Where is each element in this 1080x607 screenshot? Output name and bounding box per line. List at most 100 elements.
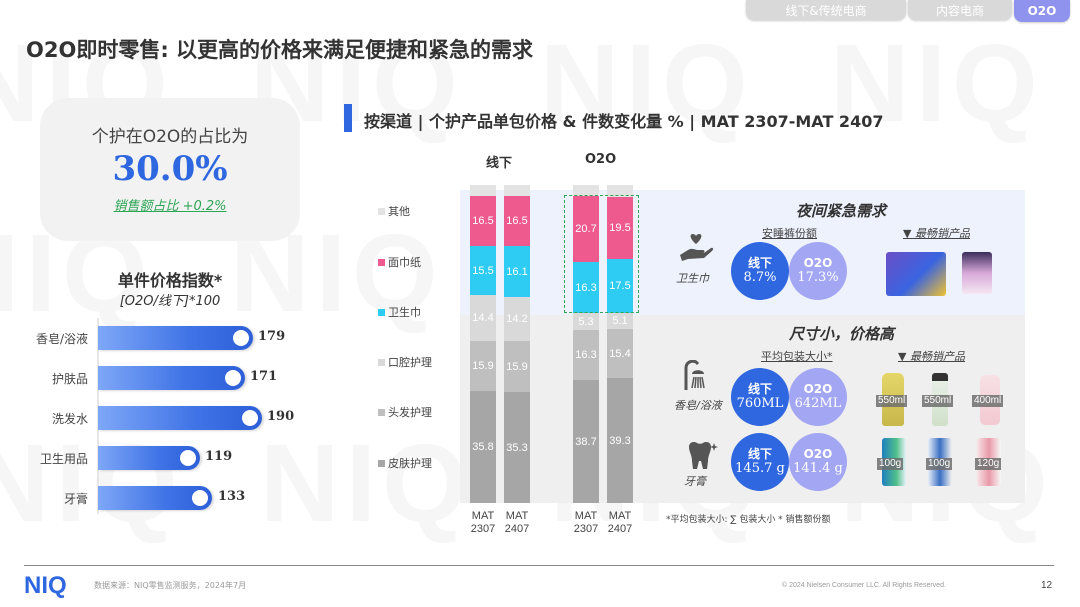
night-best-seller-label: ▼ 最畅销产品 [903, 227, 970, 240]
channel-tabs: 线下&传统电商 内容电商 O2O [746, 0, 1070, 22]
price-index-value: 190 [267, 409, 295, 424]
seg-other [573, 185, 599, 196]
x-axis-label: MAT 2407 [504, 510, 530, 535]
size-tag: 120g [975, 458, 1002, 470]
price-index-row: 牙膏 133 [0, 486, 320, 510]
category-label-sanitary-pad: 卫生巾 [676, 272, 709, 285]
product-image-night-pants-2 [962, 252, 992, 294]
footer-divider [24, 565, 1054, 566]
size-tag: 550ml [876, 395, 908, 407]
shower-icon [684, 360, 705, 390]
price-index-label: 牙膏 [63, 492, 88, 506]
price-index-row: 卫生用品 119 [0, 446, 320, 470]
x-axis-label: MAT 2307 [470, 510, 496, 535]
section-title: 按渠道 | 个护产品单包价格 & 件数变化量 % | MAT 2307-MAT … [364, 112, 884, 131]
seg-oral-care: 5.1 [607, 313, 633, 329]
seg-sanitary-pad: 15.5 [470, 246, 496, 295]
price-index-bar [98, 366, 245, 390]
kpi-value: 30.0% [112, 149, 228, 189]
seg-sanitary-pad: 16.1 [504, 246, 530, 297]
seg-tissue: 16.5 [470, 196, 496, 246]
offline-pack-size-circle: 线下 760ML [731, 368, 789, 426]
copyright: © 2024 Nielsen Consumer LLC. All Rights … [782, 582, 946, 589]
price-index-label: 护肤品 [51, 372, 88, 386]
o2o-share-circle: O2O 17.3% [789, 242, 847, 300]
stacked-bar-o2o-2407: 19.5 17.5 5.1 15.4 39.3 [607, 185, 633, 503]
price-index-bar [98, 406, 262, 430]
seg-sanitary-pad: 17.5 [607, 259, 633, 313]
seg-tissue: 19.5 [607, 197, 633, 259]
seg-skin-care: 35.8 [470, 391, 496, 503]
seg-sanitary-pad: 16.3 [573, 262, 599, 313]
seg-oral-care: 14.2 [504, 297, 530, 341]
tab-o2o[interactable]: O2O [1014, 0, 1070, 22]
footnote: *平均包装大小: ∑ 包装大小 * 销售额份额 [666, 515, 831, 525]
bar-end-dot [180, 450, 196, 466]
price-index-label: 洗发水 [51, 412, 88, 426]
legend-swatch [378, 207, 385, 215]
legend-item-oral-care: 口腔护理 [378, 354, 432, 370]
seg-tissue: 16.5 [504, 196, 530, 246]
price-index-label: 卫生用品 [39, 452, 88, 466]
size-tag: 100g [877, 458, 904, 470]
price-index-label: 香皂/浴液 [35, 332, 88, 346]
price-index-bar [98, 446, 200, 470]
offline-pack-size-circle: 线下 145.7 g [731, 433, 789, 491]
stacked-bar-offline-2307: 16.5 15.5 14.4 15.9 35.8 [470, 185, 496, 503]
night-metric-label: 安睡裤份额 [762, 227, 817, 240]
size-tag: 400ml [972, 395, 1004, 407]
night-demand-title: 夜间紧急需求 [796, 202, 887, 220]
price-index-title: 单件价格指数* [117, 271, 223, 290]
price-index-bar [98, 486, 212, 510]
seg-tissue: 20.7 [573, 196, 599, 262]
group-label-offline: 线下 [486, 156, 513, 171]
seg-hair-care: 15.4 [607, 329, 633, 378]
legend-item-other: 其他 [378, 203, 410, 219]
product-image-night-pants-1 [886, 252, 946, 296]
stacked-bar-o2o-2307: 20.7 16.3 5.3 16.3 38.7 [573, 185, 599, 503]
legend-item-hair-care: 头发护理 [378, 404, 432, 420]
legend-swatch [378, 308, 385, 316]
niq-logo: NIQ [24, 572, 67, 599]
legend-item-tissue: 面巾纸 [378, 254, 421, 270]
kpi-sub: 销售额占比 +0.2% [113, 199, 227, 214]
tab-content-ecommerce[interactable]: 内容电商 [908, 0, 1012, 20]
seg-other [470, 185, 496, 196]
legend-swatch [378, 258, 385, 266]
category-label-soap: 香皂/浴液 [674, 399, 722, 412]
price-index-row: 护肤品 171 [0, 366, 320, 390]
offline-share-circle: 线下 8.7% [731, 242, 789, 300]
small-size-title: 尺寸小，价格高 [789, 325, 895, 343]
bar-end-dot [233, 330, 249, 346]
tooth-icon [689, 442, 718, 469]
bar-end-dot [242, 410, 258, 426]
size-tag: 100g [926, 458, 953, 470]
legend-item-skin-care: 皮肤护理 [378, 455, 432, 471]
legend-item-sanitary-pad: 卫生巾 [378, 304, 421, 320]
kpi-label: 个护在O2O的占比为 [91, 127, 249, 147]
price-index-value: 171 [250, 369, 278, 384]
o2o-highlight-box [564, 195, 639, 313]
x-axis-label: MAT 2407 [607, 510, 633, 535]
group-label-o2o: O2O [585, 152, 617, 167]
seg-skin-care: 38.7 [573, 380, 599, 503]
category-label-toothpaste: 牙膏 [684, 475, 706, 488]
page-title: O2O即时零售: 以更高的价格来满足便捷和紧急的需求 [26, 38, 534, 62]
tab-offline-traditional-ecommerce[interactable]: 线下&传统电商 [746, 0, 906, 20]
bar-end-dot [225, 370, 241, 386]
price-index-subtitle: [O2O/线下]*100 [119, 294, 221, 309]
price-index-row: 香皂/浴液 179 [0, 326, 320, 350]
seg-skin-care: 35.3 [504, 392, 530, 503]
bar-end-dot [192, 490, 208, 506]
small-best-seller-label: ▼ 最畅销产品 [898, 350, 965, 363]
seg-skin-care: 39.3 [607, 378, 633, 503]
price-index-row: 洗发水 190 [0, 406, 320, 430]
price-index-value: 119 [205, 449, 233, 464]
seg-oral-care: 14.4 [470, 295, 496, 341]
seg-hair-care: 15.9 [504, 341, 530, 392]
kpi-card: 个护在O2O的占比为 30.0% 销售额占比 +0.2% [40, 98, 300, 241]
seg-other [607, 185, 633, 197]
o2o-pack-size-circle: O2O 141.4 g [789, 433, 847, 491]
seg-hair-care: 15.9 [470, 341, 496, 391]
data-source: 数据来源：NIQ零售监测服务，2024年7月 [94, 581, 247, 590]
